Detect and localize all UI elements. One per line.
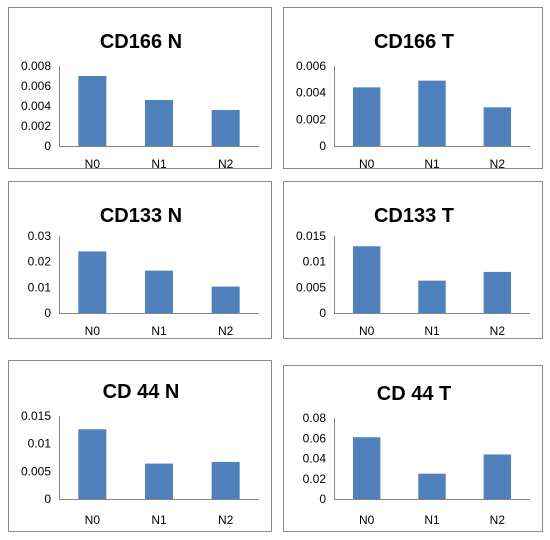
y-tick-label: 0 — [44, 139, 51, 153]
y-tick-label: 0.08 — [303, 411, 327, 425]
bar-chart: CD133 N 0 0.01 0.02 0.03 N0 N1 N2 — [28, 205, 259, 338]
x-tick-label: N1 — [424, 324, 440, 338]
bar-n0 — [352, 437, 381, 499]
bar-n1 — [418, 473, 446, 499]
y-tick-label: 0 — [44, 306, 51, 320]
bar-n2 — [211, 286, 240, 313]
bar-chart: CD166 T 0 0.002 0.004 0.006 N0 N1 N2 — [296, 31, 530, 168]
y-tick-label: 0.002 — [21, 119, 51, 133]
y-tick-label: 0.01 — [303, 255, 327, 269]
x-tick-label: N2 — [490, 513, 506, 527]
y-tick-label: 0.04 — [303, 452, 327, 466]
bar-chart: CD 44 T 0 0.02 0.04 0.06 0.08 N0 N1 N2 — [303, 383, 530, 527]
bar-n1 — [145, 270, 173, 313]
chart-title: CD133 N — [100, 205, 182, 227]
y-tick-label: 0.015 — [21, 409, 51, 423]
bar-n2 — [211, 461, 240, 499]
bar-chart: CD166 N 0 0.002 0.004 0.006 0.008 N0 N1 N2 — [21, 31, 259, 168]
chart-title: CD 44 N — [103, 381, 180, 403]
x-tick-label: N2 — [218, 513, 234, 527]
bar-n0 — [78, 76, 107, 146]
y-tick-label: 0.01 — [28, 280, 52, 294]
x-tick-label: N0 — [359, 324, 375, 338]
bar-n1 — [145, 463, 173, 499]
bar-chart: CD133 T 0 0.005 0.01 0.015 N0 N1 N2 — [296, 205, 530, 338]
x-tick-label: N0 — [85, 324, 101, 338]
chart-panel-cd166-t: CD166 T 0 0.002 0.004 0.006 N0 N1 N2 — [283, 7, 543, 169]
chart-title: CD 44 T — [377, 383, 451, 405]
y-tick-label: 0.03 — [28, 229, 52, 243]
chart-title: CD166 T — [374, 31, 454, 53]
bar-n2 — [483, 454, 512, 499]
x-tick-label: N0 — [85, 157, 101, 168]
bar-chart: CD 44 N 0 0.005 0.01 0.015 N0 N1 N2 — [21, 381, 259, 527]
bar-n1 — [418, 280, 446, 313]
bar-n0 — [352, 246, 381, 313]
bar-n0 — [78, 429, 107, 499]
y-tick-label: 0.004 — [296, 86, 326, 100]
x-tick-label: N1 — [424, 157, 440, 168]
bar-n2 — [483, 271, 512, 313]
y-tick-label: 0.004 — [21, 99, 51, 113]
y-tick-label: 0.002 — [296, 112, 326, 126]
y-tick-label: 0.02 — [28, 255, 52, 269]
y-tick-label: 0.01 — [28, 437, 52, 451]
y-tick-label: 0.015 — [296, 229, 326, 243]
x-tick-label: N0 — [85, 513, 101, 527]
chart-panel-cd166-n: CD166 N 0 0.002 0.004 0.006 0.008 N0 N1 N2 — [8, 7, 272, 169]
y-tick-label: 0 — [44, 492, 51, 506]
bar-n2 — [483, 107, 512, 146]
x-tick-label: N0 — [359, 157, 375, 168]
x-tick-label: N2 — [490, 157, 506, 168]
chart-title: CD166 N — [100, 31, 182, 53]
x-tick-label: N1 — [151, 324, 167, 338]
chart-panel-cd44-n: CD 44 N 0 0.005 0.01 0.015 N0 N1 N2 — [8, 360, 272, 532]
x-tick-label: N2 — [218, 157, 234, 168]
bar-n1 — [145, 100, 173, 146]
bar-n0 — [352, 87, 381, 146]
bar-n0 — [78, 251, 107, 313]
chart-panel-cd133-t: CD133 T 0 0.005 0.01 0.015 N0 N1 N2 — [283, 181, 543, 339]
y-tick-label: 0.06 — [303, 431, 327, 445]
x-tick-label: N1 — [151, 157, 167, 168]
y-tick-label: 0 — [319, 139, 326, 153]
bar-n2 — [211, 110, 240, 146]
bar-n1 — [418, 80, 446, 146]
y-tick-label: 0.006 — [296, 59, 326, 73]
y-tick-label: 0.02 — [303, 472, 327, 486]
x-tick-label: N2 — [490, 324, 506, 338]
chart-panel-cd44-t: CD 44 T 0 0.02 0.04 0.06 0.08 N0 N1 N2 — [283, 365, 543, 532]
y-tick-label: 0 — [319, 492, 326, 506]
y-tick-label: 0.008 — [21, 59, 51, 73]
x-tick-label: N1 — [151, 513, 167, 527]
x-tick-label: N0 — [359, 513, 375, 527]
y-tick-label: 0.005 — [296, 280, 326, 294]
y-tick-label: 0.005 — [21, 464, 51, 478]
chart-panel-cd133-n: CD133 N 0 0.01 0.02 0.03 N0 N1 N2 — [8, 181, 272, 339]
y-tick-label: 0.006 — [21, 79, 51, 93]
x-tick-label: N2 — [218, 324, 234, 338]
chart-title: CD133 T — [374, 205, 454, 227]
y-tick-label: 0 — [319, 306, 326, 320]
x-tick-label: N1 — [424, 513, 440, 527]
